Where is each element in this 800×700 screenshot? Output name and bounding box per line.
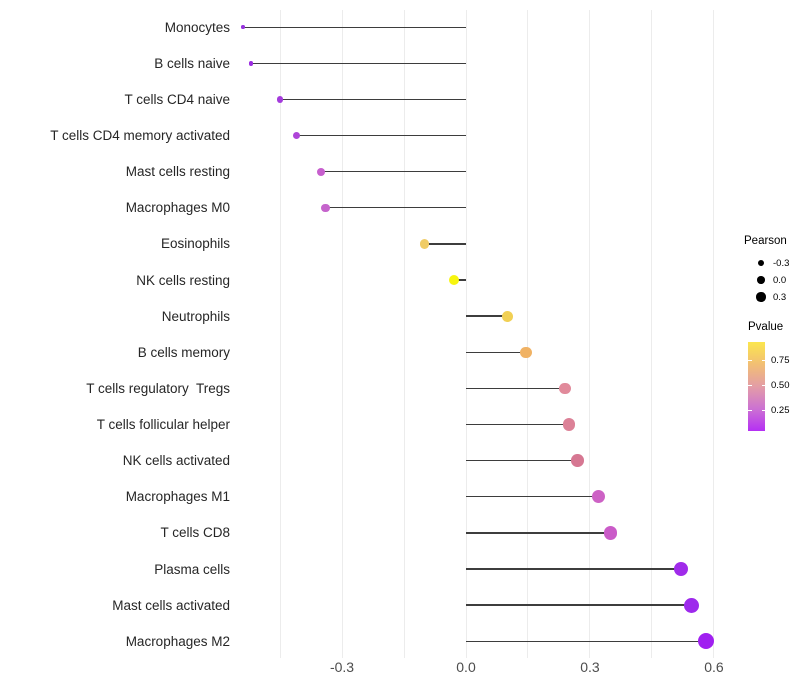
legend-pearson-dot (757, 276, 765, 284)
lollipop-stem (466, 568, 681, 570)
x-axis-tick-label: -0.3 (329, 659, 355, 675)
lollipop-stem (466, 315, 508, 317)
pvalue-gradient-bar (748, 342, 765, 431)
data-point-dot (591, 490, 605, 504)
y-axis-label: T cells CD8 (160, 525, 230, 541)
y-axis-label: Macrophages M1 (125, 489, 230, 505)
pvalue-tick-left (748, 360, 752, 361)
y-axis-label: Mast cells resting (125, 164, 230, 180)
pvalue-tick-left (748, 410, 752, 411)
lollipop-stem (325, 207, 466, 209)
lollipop-stem (242, 26, 466, 28)
y-axis-label: T cells CD4 memory activated (50, 128, 230, 144)
gridline-x--0.15 (403, 10, 405, 658)
pvalue-tick-label: 0.50 (771, 379, 790, 391)
legend-pearson-label: -0.3 (773, 257, 790, 269)
y-axis-label: NK cells resting (136, 272, 230, 288)
data-point-dot (448, 275, 459, 286)
legend-pearson-dot (758, 260, 764, 266)
gridline-x-0.15 (527, 10, 529, 658)
lollipop-stem (280, 98, 466, 101)
lollipop-stem (296, 134, 466, 137)
lollipop-stem (466, 423, 570, 426)
data-point-dot (419, 239, 430, 249)
y-axis-label: Eosinophils (160, 236, 230, 252)
lollipop-stem (466, 387, 566, 390)
lollipop-stem (251, 62, 466, 64)
lollipop-stem (466, 604, 692, 606)
legend-pearson-title: Pearson (744, 235, 787, 247)
data-point-dot (248, 61, 254, 66)
pvalue-tick-right (761, 385, 765, 386)
legend-pvalue-title: Pvalue (748, 321, 784, 333)
data-point-dot (501, 310, 513, 322)
pvalue-tick-right (761, 360, 765, 361)
lollipop-stem (466, 496, 599, 498)
pvalue-tick-left (748, 385, 752, 386)
data-point-dot (571, 454, 584, 467)
gridline-x-0 (465, 10, 467, 658)
data-point-dot (293, 132, 301, 140)
y-axis-label: B cells memory (137, 344, 230, 360)
pvalue-tick-label: 0.75 (771, 354, 790, 366)
y-axis-label: T cells regulatory Tregs (86, 380, 230, 396)
y-axis-label: Neutrophils (161, 308, 230, 324)
y-axis-label: Monocytes (164, 19, 230, 35)
legend-pearson-label: 0.3 (773, 291, 787, 303)
legend-pearson-label: 0.0 (773, 274, 787, 286)
data-point-dot (317, 167, 326, 176)
gridline-x-0.3 (589, 10, 591, 658)
lollipop-stem (453, 279, 466, 281)
x-axis-tick-label: 0.0 (456, 659, 476, 675)
y-axis-label: T cells CD4 naive (124, 91, 230, 107)
data-point-dot (683, 597, 699, 613)
data-point-dot (241, 25, 245, 29)
pvalue-tick-right (761, 410, 765, 411)
x-axis-tick-label: 0.3 (580, 659, 600, 675)
gridline-x--0.3 (341, 10, 343, 658)
pvalue-tick-label: 0.25 (771, 404, 790, 416)
data-point-dot (697, 633, 714, 650)
y-axis-label: NK cells activated (122, 453, 230, 469)
data-point-dot (563, 418, 576, 431)
y-axis-label: Plasma cells (154, 561, 230, 577)
data-point-dot (321, 203, 330, 213)
lollipop-stem (321, 170, 466, 173)
y-axis-label: Mast cells activated (112, 597, 230, 613)
data-point-dot (520, 346, 532, 358)
data-point-dot (276, 96, 284, 103)
lollipop-stem (466, 640, 706, 642)
data-point-dot (673, 561, 689, 577)
data-point-dot (603, 526, 618, 540)
y-axis-label: Macrophages M0 (125, 200, 230, 216)
lollipop-stem (466, 532, 611, 534)
legend-pearson-dot (756, 292, 766, 302)
x-axis-tick-label: 0.6 (704, 659, 724, 675)
gridline-x-0.6 (713, 10, 715, 658)
y-axis-label: T cells follicular helper (96, 417, 230, 433)
y-axis-label: B cells naive (154, 55, 230, 71)
lollipop-stem (466, 459, 578, 462)
lollipop-stem (424, 243, 466, 245)
gridline-x--0.45 (279, 10, 281, 658)
gridline-x-0.45 (651, 10, 653, 658)
lollipop-stem (466, 351, 526, 353)
y-axis-label: Macrophages M2 (125, 633, 230, 649)
data-point-dot (559, 382, 572, 395)
